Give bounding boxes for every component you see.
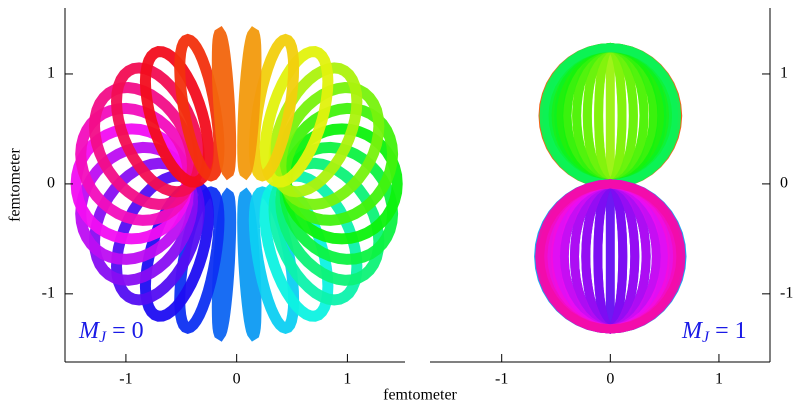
y-tick-label: -1: [42, 285, 55, 302]
plot-area: [76, 34, 397, 335]
x-tick-label: 1: [715, 371, 723, 388]
y-tick-label: -1: [780, 285, 793, 302]
y-tick-label: 1: [47, 65, 55, 82]
annotation: MJ = 0: [78, 318, 144, 346]
y-tick-label: 0: [780, 175, 788, 192]
ribbon: [217, 34, 230, 173]
annotation-text: = 0: [106, 318, 144, 344]
y-tick-label: 1: [780, 65, 788, 82]
annotation: MJ = 1: [681, 318, 747, 346]
ribbon: [243, 34, 256, 173]
x-tick-label: 1: [343, 371, 351, 388]
x-tick-label: 0: [606, 371, 614, 388]
annotation-symbol: M: [78, 318, 101, 344]
annotation-symbol: M: [681, 318, 704, 344]
page: femtometer femtometer -1 0 1 -1 0 1 MJ = 0 -1 0 1…: [0, 0, 811, 407]
x-tick-label: -1: [119, 371, 132, 388]
annotation-text: = 1: [709, 318, 747, 344]
figure: femtometer femtometer -1 0 1 -1 0 1 MJ = 0 -1 0 1…: [0, 0, 811, 407]
x-tick-label: -1: [495, 371, 508, 388]
plot-area: [539, 48, 682, 329]
x-axis-label: femtometer: [383, 387, 457, 404]
y-tick-label: 0: [47, 175, 55, 192]
y-axis-label: femtometer: [7, 147, 24, 221]
x-tick-label: 0: [233, 371, 241, 388]
